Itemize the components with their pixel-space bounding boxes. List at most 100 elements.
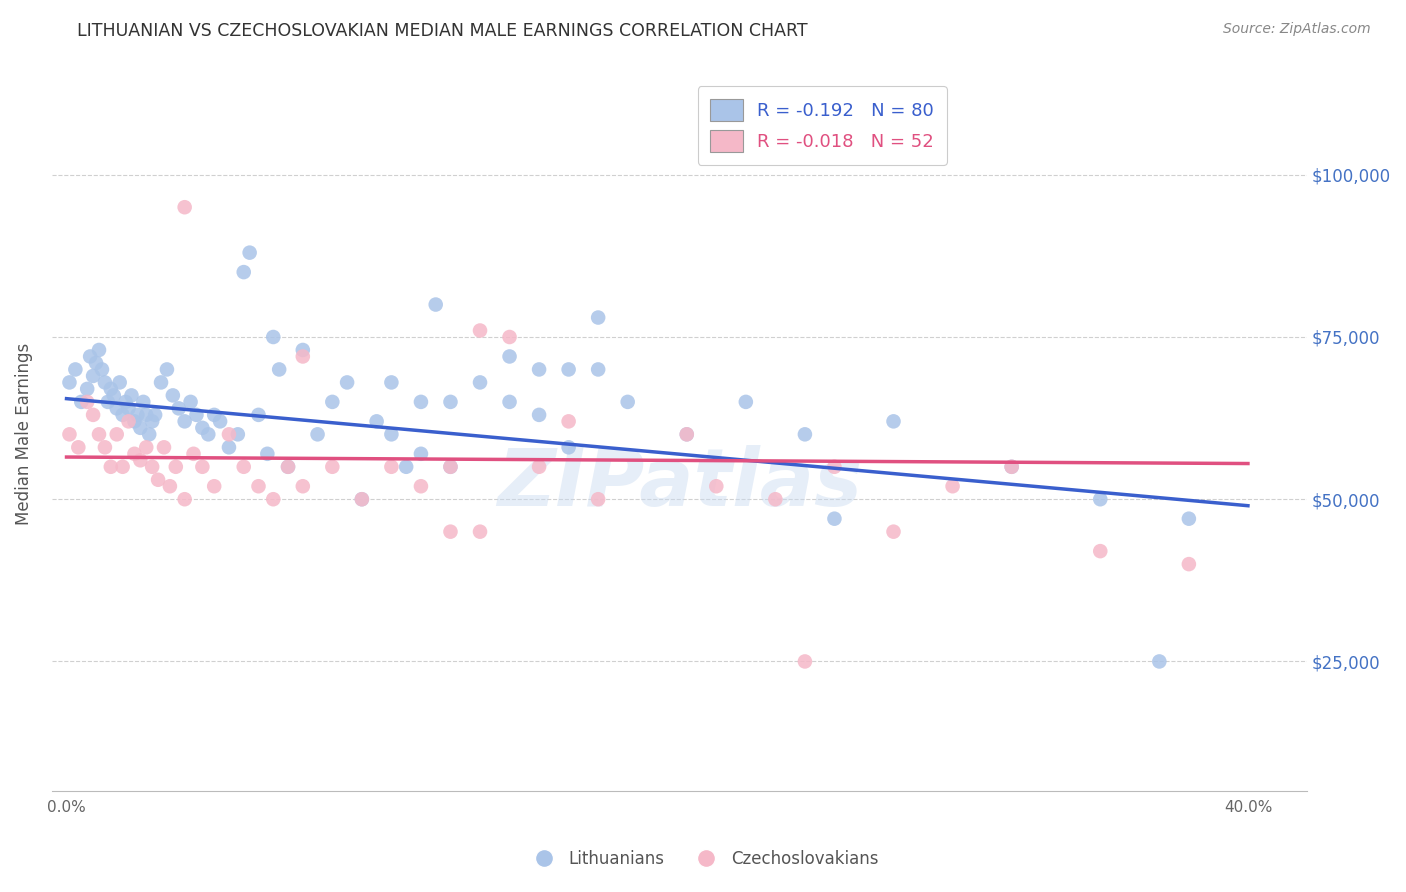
Point — [247, 479, 270, 493]
Point — [439, 395, 461, 409]
Point — [942, 479, 965, 493]
Point — [105, 401, 128, 416]
Point — [173, 200, 195, 214]
Point — [124, 414, 146, 428]
Point — [186, 408, 208, 422]
Text: LITHUANIAN VS CZECHOSLOVAKIAN MEDIAN MALE EARNINGS CORRELATION CHART: LITHUANIAN VS CZECHOSLOVAKIAN MEDIAN MAL… — [77, 22, 808, 40]
Point — [468, 324, 491, 338]
Point — [87, 427, 110, 442]
Point — [557, 414, 579, 428]
Point — [121, 388, 143, 402]
Point — [94, 376, 117, 390]
Point — [173, 414, 195, 428]
Point — [498, 330, 520, 344]
Point — [105, 427, 128, 442]
Point — [675, 427, 697, 442]
Point — [87, 343, 110, 357]
Point — [675, 427, 697, 442]
Point — [1001, 459, 1024, 474]
Point — [291, 343, 314, 357]
Point — [94, 440, 117, 454]
Point — [79, 350, 101, 364]
Point — [138, 427, 160, 442]
Point — [409, 395, 432, 409]
Point — [218, 440, 240, 454]
Point — [156, 362, 179, 376]
Point — [91, 362, 114, 376]
Point — [191, 421, 214, 435]
Point — [209, 414, 232, 428]
Point — [269, 362, 291, 376]
Point — [1001, 459, 1024, 474]
Point — [191, 459, 214, 474]
Point — [527, 459, 550, 474]
Point — [108, 376, 131, 390]
Point — [84, 356, 107, 370]
Point — [557, 440, 579, 454]
Point — [82, 408, 104, 422]
Point — [218, 427, 240, 442]
Point — [527, 362, 550, 376]
Point — [586, 310, 609, 325]
Point — [153, 440, 176, 454]
Point — [183, 447, 205, 461]
Point — [76, 395, 98, 409]
Point — [67, 440, 90, 454]
Point — [65, 362, 87, 376]
Point — [58, 427, 80, 442]
Point — [202, 408, 225, 422]
Legend: Lithuanians, Czechoslovakians: Lithuanians, Czechoslovakians — [520, 844, 886, 875]
Point — [70, 395, 93, 409]
Point — [409, 479, 432, 493]
Point — [143, 408, 166, 422]
Point — [232, 459, 254, 474]
Point — [103, 388, 125, 402]
Point — [1090, 492, 1112, 507]
Point — [100, 459, 122, 474]
Point — [439, 459, 461, 474]
Point — [1149, 655, 1171, 669]
Point — [82, 368, 104, 383]
Point — [336, 376, 359, 390]
Legend: R = -0.192   N = 80, R = -0.018   N = 52: R = -0.192 N = 80, R = -0.018 N = 52 — [697, 87, 946, 165]
Point — [97, 395, 120, 409]
Point — [527, 408, 550, 422]
Point — [124, 447, 146, 461]
Point — [439, 524, 461, 539]
Point — [262, 492, 284, 507]
Point — [256, 447, 278, 461]
Point — [197, 427, 219, 442]
Point — [165, 459, 187, 474]
Point — [262, 330, 284, 344]
Point — [132, 395, 155, 409]
Point — [173, 492, 195, 507]
Point — [380, 459, 402, 474]
Point — [1178, 557, 1201, 571]
Point — [117, 414, 139, 428]
Point — [409, 447, 432, 461]
Point — [277, 459, 299, 474]
Point — [226, 427, 249, 442]
Point — [117, 401, 139, 416]
Point — [1090, 544, 1112, 558]
Point — [586, 492, 609, 507]
Point — [146, 473, 169, 487]
Point — [468, 524, 491, 539]
Point — [162, 388, 184, 402]
Point — [763, 492, 786, 507]
Point — [883, 414, 905, 428]
Point — [141, 414, 163, 428]
Point — [380, 427, 402, 442]
Point — [135, 440, 157, 454]
Point — [180, 395, 202, 409]
Point — [232, 265, 254, 279]
Point — [321, 395, 343, 409]
Point — [1178, 511, 1201, 525]
Point — [114, 395, 136, 409]
Point — [883, 524, 905, 539]
Point — [498, 395, 520, 409]
Point — [111, 459, 134, 474]
Point — [58, 376, 80, 390]
Point — [823, 459, 845, 474]
Point — [150, 376, 173, 390]
